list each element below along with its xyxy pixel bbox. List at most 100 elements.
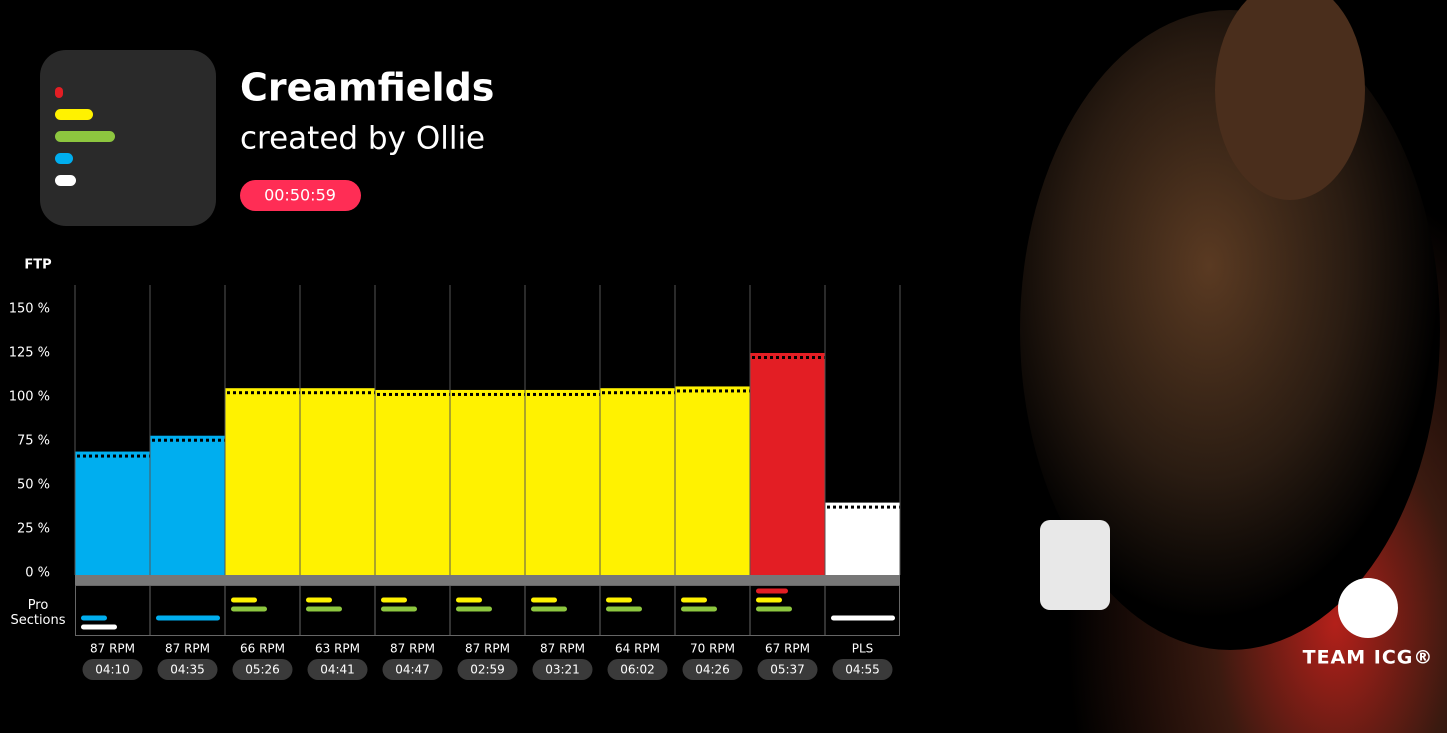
bar-edge xyxy=(662,391,665,395)
bar-edge xyxy=(668,391,671,395)
bar-edge xyxy=(476,392,479,396)
bar xyxy=(150,435,225,575)
bar-edge xyxy=(239,391,242,395)
bar-edge xyxy=(413,392,416,396)
bar-edge xyxy=(383,392,386,396)
bar-edge xyxy=(482,392,485,396)
y-tick-label: 25 % xyxy=(17,522,50,537)
bar-edge xyxy=(614,391,617,395)
bar-edge xyxy=(452,392,455,396)
pro-section-bar xyxy=(306,597,332,603)
pro-section-bar xyxy=(156,615,220,621)
bar-edge xyxy=(593,392,596,396)
bar-edge xyxy=(419,392,422,396)
duration-pill xyxy=(457,659,518,680)
pro-section-bar xyxy=(756,588,788,594)
bar-edge xyxy=(845,505,848,509)
bar-edge xyxy=(200,438,203,442)
x-tick-label: 64 RPM xyxy=(615,642,660,656)
bar-edge xyxy=(458,392,461,396)
bar-edge xyxy=(131,454,134,458)
bar-edge xyxy=(857,505,860,509)
x-tick-label: 87 RPM xyxy=(165,642,210,656)
icon-bar xyxy=(55,153,73,164)
bar-edge xyxy=(887,505,890,509)
bar-edge xyxy=(83,454,86,458)
bar-edge xyxy=(308,391,311,395)
bar-edge xyxy=(314,391,317,395)
bar-edge xyxy=(713,389,716,393)
bar-edge xyxy=(356,391,359,395)
bar-edge xyxy=(389,392,392,396)
duration-pill xyxy=(682,659,743,680)
bar-edge xyxy=(743,389,746,393)
bar-edge xyxy=(644,391,647,395)
bar-edge xyxy=(293,391,296,395)
bar-edge xyxy=(893,505,896,509)
bar-edge xyxy=(626,391,629,395)
duration-pill xyxy=(82,659,143,680)
bar-edge xyxy=(113,454,116,458)
bar-edge xyxy=(632,391,635,395)
bar-edge xyxy=(437,392,440,396)
bar-edge xyxy=(758,356,761,359)
bar-edge xyxy=(725,389,728,393)
photo-head xyxy=(1215,0,1365,200)
bar-edge xyxy=(206,438,209,442)
bar-edge xyxy=(557,392,560,396)
bar-edge xyxy=(869,505,872,509)
bar xyxy=(375,389,450,575)
pro-section-bar xyxy=(681,606,717,612)
bar-edge xyxy=(806,356,809,359)
bar-edge xyxy=(245,391,248,395)
bar-edge xyxy=(701,389,704,393)
x-tick-label: 87 RPM xyxy=(90,642,135,656)
app-icon xyxy=(40,50,216,226)
bar-edge xyxy=(338,391,341,395)
bar-edge xyxy=(158,438,161,442)
bar-edge xyxy=(719,389,722,393)
pro-section-bar xyxy=(606,597,632,603)
bar-edge xyxy=(218,438,221,442)
duration-pill xyxy=(240,180,361,211)
baseline-band xyxy=(75,575,900,585)
bar-edge xyxy=(176,438,179,442)
bar-edge xyxy=(164,438,167,442)
plot: 0 % 25 % 50 % 75 % 100 % 125 % 150 % 87 RPM 04:1… xyxy=(9,285,902,680)
bar-edge xyxy=(782,356,785,359)
pro-section-bar xyxy=(381,597,407,603)
duration-pill xyxy=(757,659,818,680)
bar-edge xyxy=(344,391,347,395)
y-tick-label: 50 % xyxy=(17,478,50,493)
bar-edge xyxy=(737,389,740,393)
segment-duration: 04:41 xyxy=(320,663,355,677)
pro-section-bar xyxy=(231,597,257,603)
bar-edge xyxy=(689,389,692,393)
icon-bar xyxy=(55,131,115,142)
bar-edge xyxy=(752,356,755,359)
bar-edge xyxy=(326,391,329,395)
segment-duration: 04:35 xyxy=(170,663,205,677)
icon-bar xyxy=(55,109,93,120)
bar-edge xyxy=(527,392,530,396)
title: Creamfields xyxy=(240,66,494,110)
duration-pill xyxy=(382,659,443,680)
y-tick-label: 75 % xyxy=(17,434,50,449)
x-tick-label: 66 RPM xyxy=(240,642,285,656)
bar xyxy=(675,386,750,575)
photo-wristband xyxy=(1040,520,1110,610)
segment-duration: 04:10 xyxy=(95,663,130,677)
bar-edge xyxy=(125,454,128,458)
bar-edge xyxy=(263,391,266,395)
bar-edge xyxy=(377,392,380,396)
y-tick-label: 125 % xyxy=(9,346,50,361)
duration-pill xyxy=(307,659,368,680)
bar-edge xyxy=(764,356,767,359)
bar-edge xyxy=(881,505,884,509)
duration-pill xyxy=(232,659,293,680)
segment-duration: 05:26 xyxy=(245,663,280,677)
y-tick-label: 0 % xyxy=(25,566,50,581)
segment-duration: 02:59 xyxy=(470,663,505,677)
bar-edge xyxy=(137,454,140,458)
